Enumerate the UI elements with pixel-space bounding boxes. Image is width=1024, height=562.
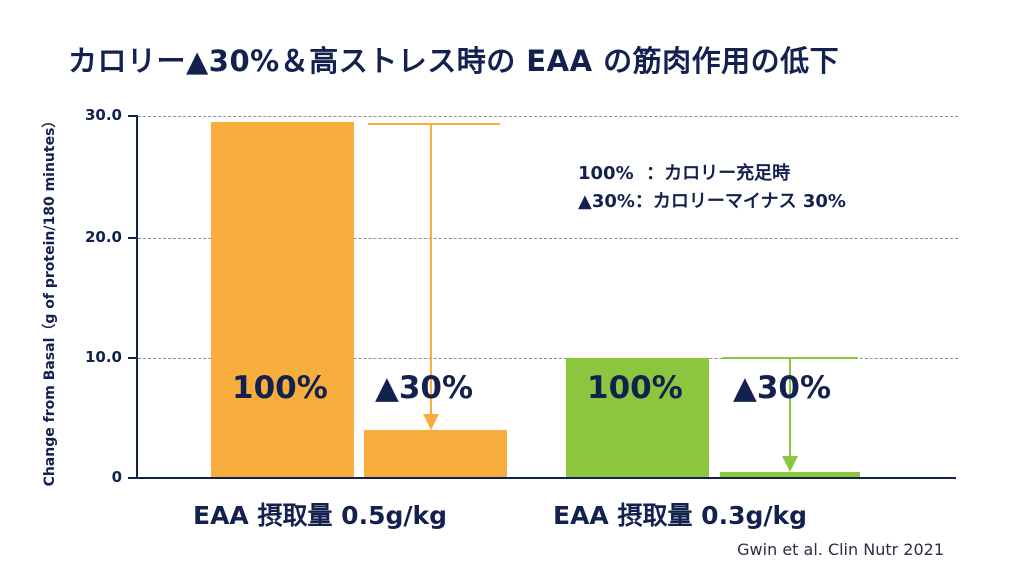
y-tickmark xyxy=(128,357,138,359)
arrow-down-0.5 xyxy=(430,124,432,416)
legend-line-minus30: ▲30%：カロリーマイナス 30% xyxy=(578,191,846,212)
y-tickmark xyxy=(128,237,138,239)
y-tick-30: 30.0 xyxy=(84,106,122,124)
bar-label-0.5-minus30: ▲30% xyxy=(375,370,474,406)
y-axis-label: Change from Basal（g of protein/180 minut… xyxy=(42,113,58,487)
legend-line-100: 100% ：カロリー充足時 xyxy=(578,163,791,184)
bar-0.5-100 xyxy=(211,122,354,478)
y-tickmark xyxy=(128,115,138,117)
y-axis xyxy=(136,116,138,479)
legend: 100% ：カロリー充足時 ▲30%：カロリーマイナス 30% xyxy=(578,160,846,216)
y-tick-10: 10.0 xyxy=(84,348,122,366)
chart-title: カロリー▲30%＆高ストレス時の EAA の筋肉作用の低下 xyxy=(68,44,840,78)
gridline-30 xyxy=(138,116,958,117)
reference-line-0.5 xyxy=(368,123,500,125)
x-axis xyxy=(136,477,956,479)
x-category-0.3: EAA 摂取量 0.3g/kg xyxy=(553,501,808,530)
bar-0.5-minus30 xyxy=(364,430,507,478)
y-tickmark xyxy=(128,477,138,479)
bar-0.3-minus30 xyxy=(720,472,860,478)
gridline-10 xyxy=(138,358,958,359)
bar-label-0.3-100: 100% xyxy=(587,370,683,406)
gridline-20 xyxy=(138,238,958,239)
arrow-down-0.3 xyxy=(789,358,791,458)
arrow-head-icon xyxy=(782,456,798,472)
citation: Gwin et al. Clin Nutr 2021 xyxy=(737,540,944,559)
bar-label-0.5-100: 100% xyxy=(232,370,328,406)
y-tick-0: 0 xyxy=(111,468,122,486)
y-tick-20: 20.0 xyxy=(84,228,122,246)
bar-label-0.3-minus30: ▲30% xyxy=(733,370,832,406)
arrow-head-icon xyxy=(423,414,439,430)
x-category-0.5: EAA 摂取量 0.5g/kg xyxy=(193,501,448,530)
bar-0.3-100 xyxy=(566,358,709,478)
